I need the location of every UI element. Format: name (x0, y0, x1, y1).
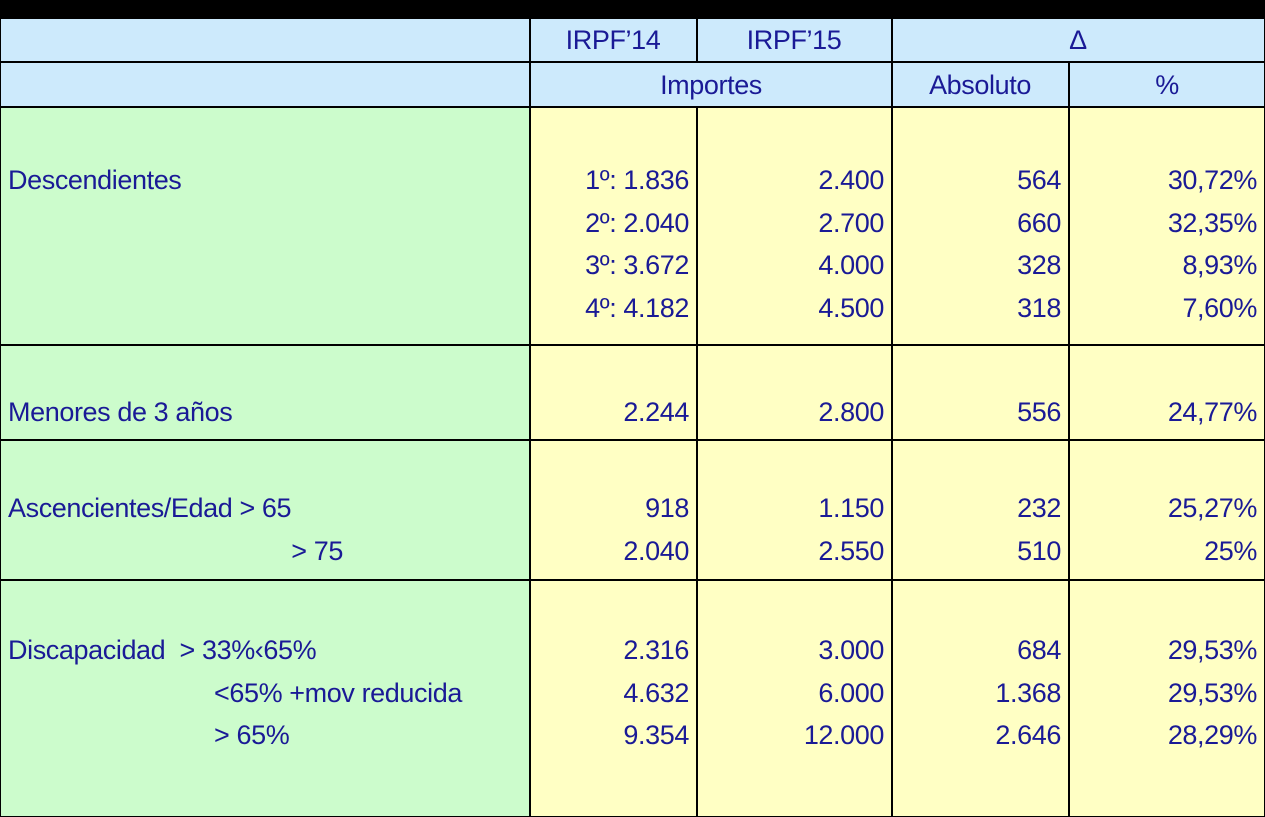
value: 918 (645, 493, 689, 523)
data-cell (530, 107, 697, 345)
value: 12.000 (803, 720, 885, 750)
value: 2.800 (818, 397, 884, 427)
value: 25,27% (1167, 493, 1258, 523)
label-cell (0, 107, 530, 345)
data-cell (1069, 440, 1265, 580)
value: 3º: 3.672 (585, 250, 689, 280)
row-label: Descendientes (8, 165, 182, 195)
header-cell (530, 62, 892, 107)
value: 3.000 (818, 635, 884, 665)
data-cell (892, 440, 1069, 580)
header-cell (530, 18, 697, 62)
value: 29,53% (1167, 677, 1258, 708)
data-cell (1069, 345, 1265, 440)
value: 556 (1017, 397, 1061, 427)
value: 318 (1017, 292, 1061, 323)
header-cell (0, 62, 530, 107)
data-cell (697, 440, 892, 580)
column-header: IRPF’14 (565, 25, 661, 55)
data-cell (1069, 107, 1265, 345)
value: 2.550 (818, 535, 884, 566)
data-cell (1069, 580, 1265, 817)
data-cell (697, 345, 892, 440)
value: 9.354 (623, 720, 689, 750)
header-cell (1069, 62, 1265, 107)
data-cell (892, 345, 1069, 440)
data-cell (530, 345, 697, 440)
value: 2.400 (818, 165, 884, 195)
value: 28,29% (1167, 720, 1258, 750)
value: 8,93% (1182, 250, 1257, 280)
value: 6.000 (818, 677, 884, 708)
row-label: > 75 (291, 535, 343, 566)
data-cell (697, 107, 892, 345)
column-header: IRPF’15 (746, 25, 842, 55)
value: 2.244 (623, 397, 689, 427)
label-cell (0, 440, 530, 580)
value: 2º: 2.040 (585, 207, 689, 238)
header-cell (892, 62, 1069, 107)
value: 29,53% (1167, 635, 1258, 665)
data-cell (530, 440, 697, 580)
header-cell (0, 18, 530, 62)
value: 564 (1017, 165, 1061, 195)
value: 2.040 (623, 535, 689, 566)
value: 510 (1017, 535, 1061, 566)
value: 24,77% (1167, 397, 1258, 427)
value: 1.368 (995, 677, 1061, 708)
column-header: Δ (1069, 25, 1087, 55)
value: 30,72% (1167, 165, 1258, 195)
value: 2.700 (818, 207, 884, 238)
column-header: % (1155, 70, 1179, 100)
value: 32,35% (1167, 207, 1258, 238)
row-label: <65% +mov reducida (214, 677, 462, 708)
value: 4º: 4.182 (585, 292, 689, 323)
value: 4.500 (818, 292, 884, 323)
data-cell (892, 580, 1069, 817)
row-label: > 65% (214, 720, 290, 750)
value: 7,60% (1182, 292, 1257, 323)
value: 232 (1017, 493, 1061, 523)
header-cell (697, 18, 892, 62)
label-cell (0, 345, 530, 440)
column-header: Importes (660, 70, 762, 100)
value: 328 (1017, 250, 1061, 280)
label-cell (0, 580, 530, 817)
value: 2.316 (623, 635, 689, 665)
column-header: Absoluto (929, 70, 1031, 100)
data-cell (892, 107, 1069, 345)
value: 25% (1204, 535, 1257, 566)
value: 1.150 (818, 493, 884, 523)
value: 660 (1017, 207, 1061, 238)
data-cell (697, 580, 892, 817)
value: 684 (1017, 635, 1061, 665)
value: 4.000 (818, 250, 884, 280)
row-label: Ascencientes/Edad > 65 (8, 493, 292, 523)
value: 1º: 1.836 (585, 165, 689, 195)
header-cell (892, 18, 1265, 62)
row-label: Menores de 3 años (8, 397, 233, 427)
value: 2.646 (995, 720, 1061, 750)
row-label: Discapacidad > 33%‹65% (8, 635, 317, 665)
value: 4.632 (623, 677, 689, 708)
